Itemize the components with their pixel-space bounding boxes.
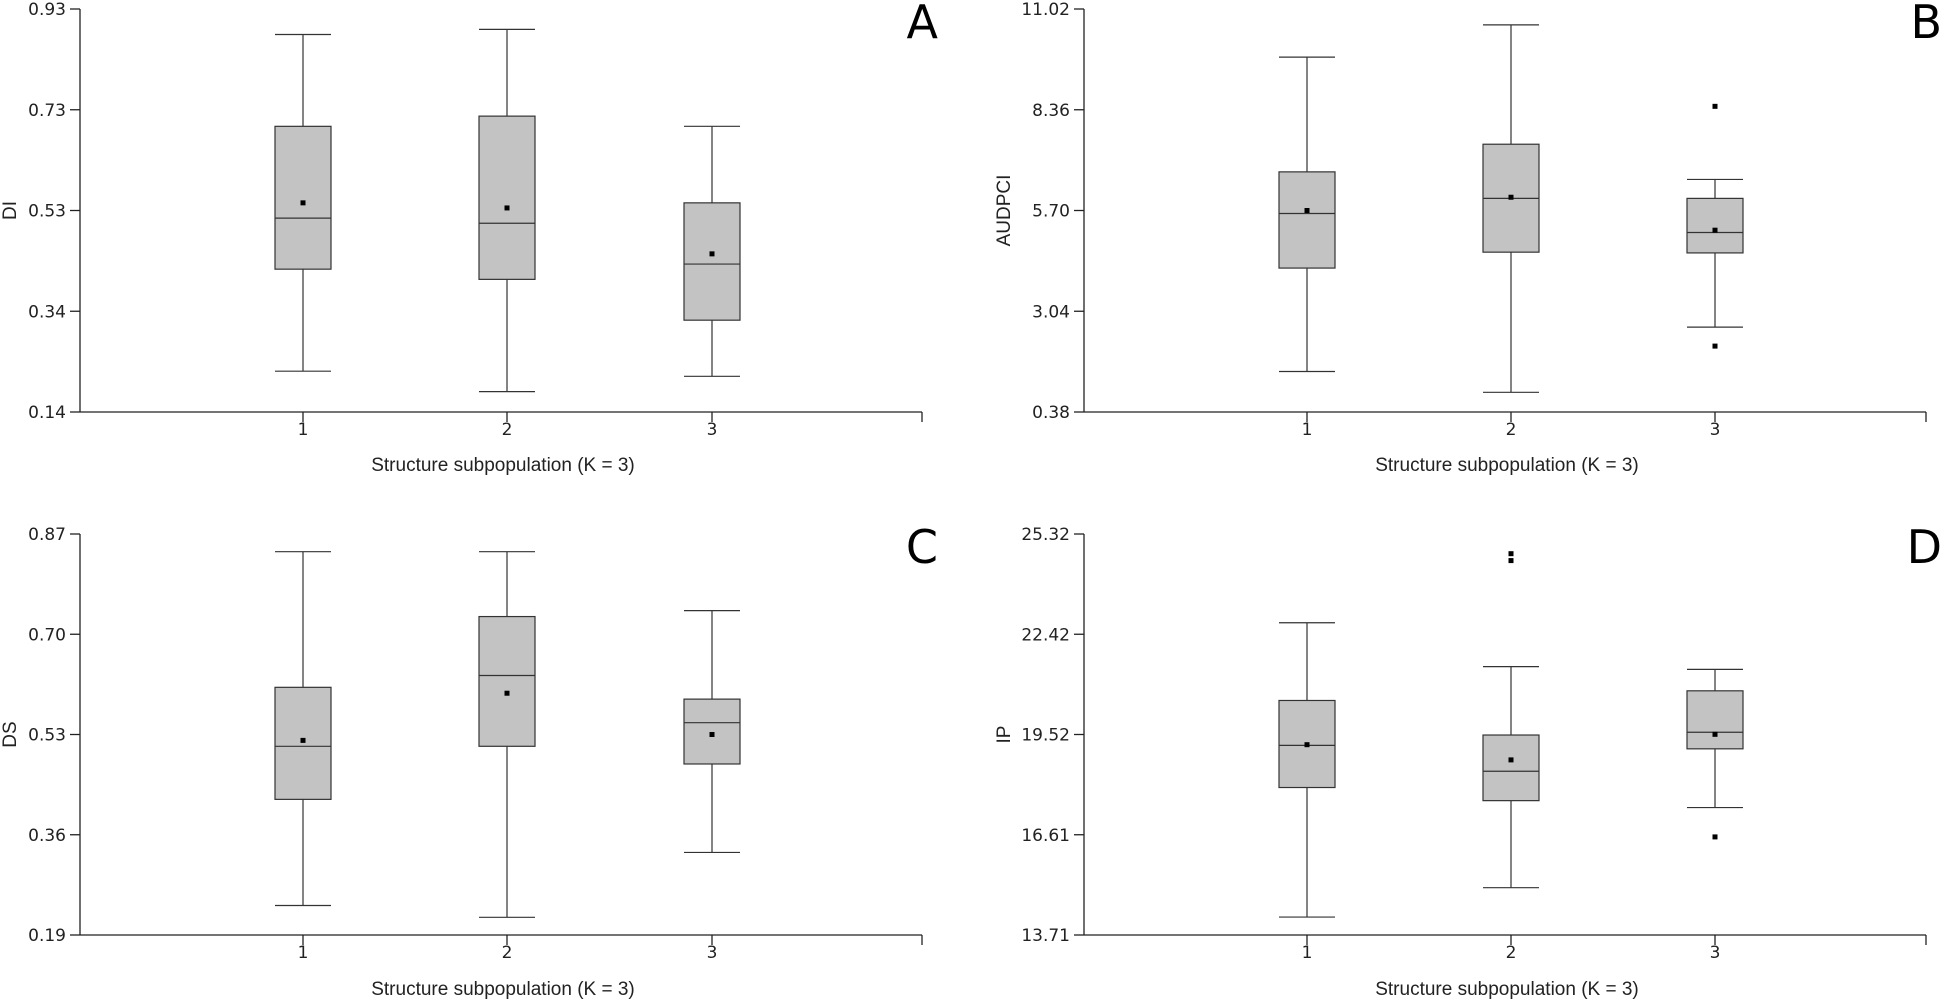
x-tick-label: 2	[1506, 420, 1517, 440]
y-tick-label: 13.71	[1021, 926, 1070, 946]
x-tick-label: 2	[502, 420, 513, 440]
outlier-point	[1508, 551, 1514, 557]
y-tick-label: 8.36	[1032, 101, 1070, 121]
box-group-2	[1482, 551, 1540, 889]
panel-letter: D	[1907, 520, 1942, 574]
chart-panel-c: 0.19 0.36 0.53 0.70 0.87 1 2 3 DS Structure subpo…	[0, 520, 938, 1000]
outlier-point	[1508, 558, 1514, 564]
iqr-box	[478, 615, 536, 747]
mean-marker	[1712, 731, 1718, 737]
box-group-2	[1482, 24, 1540, 393]
y-tick-label: 0.36	[28, 826, 66, 846]
box-group-3	[1686, 103, 1744, 349]
iqr-box	[478, 115, 536, 280]
outlier-point	[1712, 103, 1718, 109]
y-tick-label: 25.32	[1021, 525, 1070, 545]
x-tick-label: 3	[707, 943, 718, 963]
mean-marker	[504, 205, 510, 211]
x-tick-label: 1	[1302, 943, 1313, 963]
iqr-box	[274, 125, 332, 270]
box-group-2	[478, 28, 536, 393]
y-axis-title: AUDPCI	[994, 175, 1015, 247]
y-tick-label: 0.87	[28, 525, 66, 545]
y-tick-label: 0.38	[1032, 403, 1070, 423]
chart-panel-a: 0.14 0.34 0.53 0.73 0.93 1 2 3 DI Structure subpo…	[0, 0, 939, 476]
iqr-box	[683, 202, 741, 321]
x-tick-label: 2	[502, 943, 513, 963]
panel-letter: C	[906, 520, 938, 574]
box-group-3	[1686, 668, 1744, 840]
x-axis-title: Structure subpopulation (K = 3)	[371, 455, 635, 476]
mean-marker	[300, 737, 306, 743]
x-tick-label: 3	[707, 420, 718, 440]
y-tick-label: 0.93	[28, 0, 66, 20]
x-tick-label: 1	[298, 943, 309, 963]
y-tick-label: 0.34	[28, 302, 66, 322]
y-tick-label: 0.14	[28, 403, 66, 423]
mean-marker	[1304, 742, 1310, 748]
x-tick-label: 3	[1710, 943, 1721, 963]
x-tick-label: 1	[298, 420, 309, 440]
chart-panel-d: 13.71 16.61 19.52 22.42 25.32 1 2 3 IP Structure …	[994, 520, 1942, 1000]
chart-panel-b: 0.38 3.04 5.70 8.36 11.02 1 2 3 AUDPCI Structure …	[994, 0, 1942, 476]
mean-marker	[1508, 757, 1514, 763]
x-axis-title: Structure subpopulation (K = 3)	[1375, 455, 1639, 476]
iqr-box	[274, 686, 332, 800]
x-tick-label: 3	[1710, 420, 1721, 440]
box-group-1	[1278, 56, 1336, 373]
y-tick-label: 16.61	[1021, 826, 1070, 846]
iqr-box	[1482, 734, 1540, 802]
y-tick-label: 0.19	[28, 926, 66, 946]
box-group-3	[683, 610, 741, 854]
x-axis-title: Structure subpopulation (K = 3)	[1375, 979, 1639, 1000]
box-group-1	[274, 551, 332, 907]
box-group-3	[683, 125, 741, 377]
y-axis-title: IP	[994, 726, 1015, 744]
iqr-box	[1278, 171, 1336, 269]
mean-marker	[504, 690, 510, 696]
mean-marker	[1508, 194, 1514, 200]
iqr-box	[1686, 197, 1744, 254]
mean-marker	[300, 200, 306, 206]
y-tick-label: 3.04	[1032, 302, 1070, 322]
mean-marker	[1712, 227, 1718, 233]
y-tick-label: 19.52	[1021, 726, 1070, 746]
y-tick-label: 22.42	[1021, 625, 1070, 645]
iqr-box	[683, 698, 741, 765]
y-tick-label: 11.02	[1021, 0, 1070, 20]
mean-marker	[709, 732, 715, 737]
mean-marker	[709, 251, 715, 257]
box-group-1	[1278, 622, 1336, 918]
y-tick-label: 0.53	[28, 726, 66, 746]
x-tick-label: 1	[1302, 420, 1313, 440]
y-tick-label: 5.70	[1032, 202, 1070, 222]
y-tick-label: 0.53	[28, 202, 66, 222]
outlier-point	[1712, 834, 1718, 840]
y-axis-title: DI	[0, 201, 21, 220]
box-group-2	[478, 551, 536, 918]
box-group-1	[274, 33, 332, 372]
x-tick-label: 2	[1506, 943, 1517, 963]
panel-letter: B	[1910, 0, 1942, 49]
panel-letter: A	[907, 0, 939, 49]
outlier-point	[1712, 343, 1718, 349]
x-axis-title: Structure subpopulation (K = 3)	[371, 979, 635, 1000]
y-tick-label: 0.73	[28, 101, 66, 121]
iqr-box	[1686, 690, 1744, 750]
y-axis-title: DS	[0, 721, 21, 747]
mean-marker	[1304, 208, 1310, 213]
y-tick-label: 0.70	[28, 625, 66, 645]
